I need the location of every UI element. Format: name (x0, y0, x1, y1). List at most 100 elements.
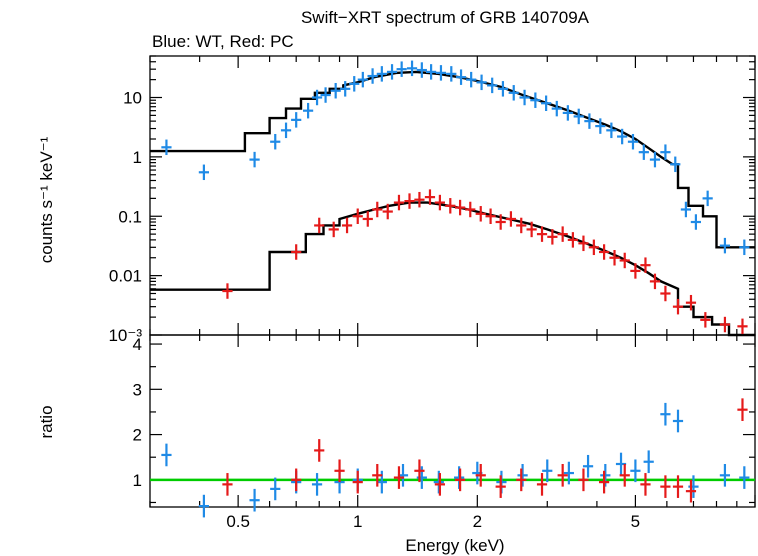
data-point (270, 477, 281, 501)
data-point (584, 113, 595, 129)
data-point (249, 488, 260, 512)
data-point (349, 76, 360, 92)
y-tick-label: 3 (133, 380, 142, 399)
data-point (547, 229, 558, 245)
data-point (340, 81, 351, 97)
data-point (562, 105, 573, 121)
data-point (719, 237, 731, 254)
data-point (314, 439, 325, 462)
data-point (367, 68, 378, 84)
data-point (393, 466, 405, 489)
data-point (291, 468, 302, 492)
data-point (598, 470, 610, 494)
data-point (685, 294, 697, 311)
y-tick-label: 10 (123, 89, 142, 108)
y-tick-label: 1 (133, 148, 142, 167)
data-point (455, 69, 467, 85)
data-point (649, 151, 661, 168)
data-point (291, 244, 302, 260)
data-point (516, 468, 527, 492)
data-point (416, 62, 427, 78)
data-point (466, 71, 477, 88)
data-point (702, 190, 713, 207)
data-point (595, 118, 606, 134)
x-tick-label: 1 (353, 512, 362, 531)
ratio-panel: 1 2 3 4 0.5 1 2 5 (133, 334, 756, 531)
data-point (627, 133, 639, 150)
data-point (291, 112, 302, 128)
y-tick-label: 1 (133, 471, 142, 490)
data-point (606, 122, 617, 139)
data-point (476, 74, 487, 91)
data-point (541, 95, 552, 111)
data-point (588, 239, 599, 256)
data-point (573, 108, 584, 125)
spectrum-panel: 10⁻³ 0.01 0.1 1 10 (108, 55, 756, 345)
data-point (161, 443, 172, 467)
data-point (434, 473, 445, 496)
spectrum-models (150, 70, 755, 337)
data-point (406, 60, 418, 77)
spectrum-ticks (149, 55, 756, 336)
data-point (557, 226, 568, 242)
data-point (465, 201, 476, 218)
data-point (302, 102, 314, 119)
data-point (609, 250, 620, 266)
data-point (222, 473, 233, 496)
data-point (660, 144, 671, 160)
data-point (660, 402, 671, 426)
data-point (382, 203, 393, 220)
data-point (314, 217, 325, 234)
data-point (341, 217, 353, 234)
data-point (519, 89, 530, 106)
x-tick-labels: 0.5 1 2 5 (226, 512, 640, 531)
data-point (352, 208, 363, 224)
data-point (680, 201, 692, 218)
data-point (454, 199, 466, 216)
data-point (416, 466, 427, 489)
y-tick-label: 0.01 (109, 267, 142, 286)
data-point (434, 194, 445, 211)
y-tick-label: 2 (133, 426, 142, 445)
ratio-data-points (161, 398, 750, 518)
data-point (311, 89, 323, 106)
data-point (551, 100, 562, 117)
data-point (719, 464, 731, 487)
data-point (330, 82, 341, 99)
data-point (386, 64, 398, 80)
data-point (311, 473, 323, 496)
data-point (357, 71, 368, 88)
data-point (660, 285, 671, 302)
data-point (719, 316, 731, 333)
data-point (485, 208, 496, 224)
data-point (487, 77, 498, 94)
data-point (249, 151, 260, 168)
data-point (672, 475, 684, 498)
data-point (670, 156, 681, 173)
data-point (222, 283, 233, 299)
data-point (517, 464, 528, 487)
data-point (619, 252, 630, 269)
data-point (739, 239, 750, 256)
data-point (578, 235, 589, 252)
data-point (630, 459, 641, 483)
data-point (497, 81, 509, 97)
spectrum-y-tick-labels: 10⁻³ 0.01 0.1 1 10 (108, 89, 142, 345)
data-point (198, 494, 209, 518)
data-point (475, 464, 486, 487)
data-point (445, 198, 456, 214)
x-axis-label: Energy (keV) (405, 536, 504, 555)
data-point (619, 464, 630, 487)
data-point (425, 64, 437, 80)
data-point (161, 139, 172, 156)
model-line (150, 201, 755, 337)
x-tick-label: 0.5 (226, 512, 250, 531)
data-point (516, 217, 527, 234)
data-point (396, 61, 407, 77)
data-point (557, 464, 568, 487)
y-tick-label: 10⁻³ (108, 326, 142, 345)
model-line (150, 70, 755, 249)
data-point (530, 92, 541, 108)
data-point (567, 232, 578, 248)
